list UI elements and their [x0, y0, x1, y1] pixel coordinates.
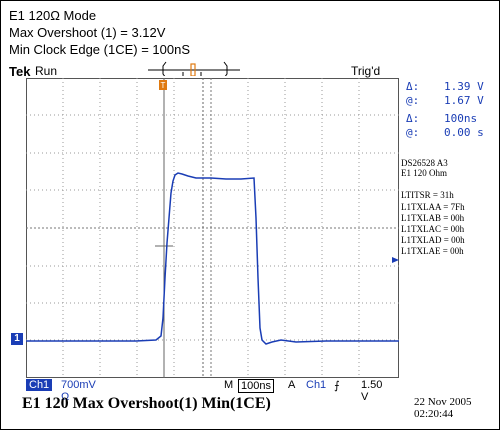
brand-logo: Tek — [9, 64, 31, 79]
trigger-a: A — [288, 379, 296, 391]
delta-time-label: Δ: — [406, 112, 420, 125]
channel-1-marker: 1 — [11, 333, 23, 345]
time-mode: M — [224, 379, 234, 391]
caption-mode: E1 120Ω Mode — [9, 8, 97, 23]
cursor-lines — [155, 78, 204, 378]
trigger-point-icon: T — [159, 80, 167, 90]
register-note: LTITSR = 31h — [401, 190, 454, 200]
svg-text:T: T — [161, 81, 166, 90]
trigger-status: Trig'd — [351, 64, 381, 78]
at-time-value: 0.00 s — [444, 126, 484, 139]
trigger-level-icon — [392, 257, 399, 263]
mode-note: E1 120 Ohm — [401, 168, 447, 178]
at-time-label: @: — [406, 126, 420, 139]
register-note: L1TXLAA = 7Fh — [401, 202, 465, 212]
channel-badge[interactable]: Ch1 — [26, 379, 53, 391]
delta-time-value: 100ns — [444, 112, 478, 125]
trigger-slope-icon: ⨍ — [334, 380, 340, 392]
delta-voltage-value: 1.39 V — [444, 80, 484, 93]
trigger-level[interactable]: 1.50 V — [361, 379, 383, 403]
caption-clock-edge: Min Clock Edge (1CE) = 100nS — [9, 42, 191, 57]
at-voltage-value: 1.67 V — [444, 94, 484, 107]
trigger-position-icon — [190, 63, 196, 76]
waveform-display[interactable] — [26, 78, 399, 383]
register-note: L1TXLAC = 00h — [401, 224, 465, 234]
record-position-bar — [148, 61, 240, 76]
center-axes — [26, 78, 399, 378]
register-note: L1TXLAE = 00h — [401, 246, 464, 256]
register-note: L1TXLAD = 00h — [401, 235, 465, 245]
register-note: L1TXLAB = 00h — [401, 213, 465, 223]
delta-voltage-label: Δ: — [406, 80, 420, 93]
caption-overshoot: Max Overshoot (1) = 3.12V — [9, 25, 166, 40]
vertical-scale[interactable]: 700mV Ω — [61, 379, 96, 403]
waveform-trace — [26, 172, 399, 345]
footer-time: 02:20:44 — [414, 408, 454, 420]
time-scale[interactable]: 100ns — [238, 379, 274, 393]
trigger-channel[interactable]: Ch1 — [306, 379, 327, 391]
run-status: Run — [35, 64, 58, 78]
device-note: DS26528 A3 — [401, 158, 448, 168]
at-voltage-label: @: — [406, 94, 420, 107]
footer-date: 22 Nov 2005 — [414, 396, 472, 408]
footer-title: E1 120 Max Overshoot(1) Min(1CE) — [22, 395, 271, 412]
